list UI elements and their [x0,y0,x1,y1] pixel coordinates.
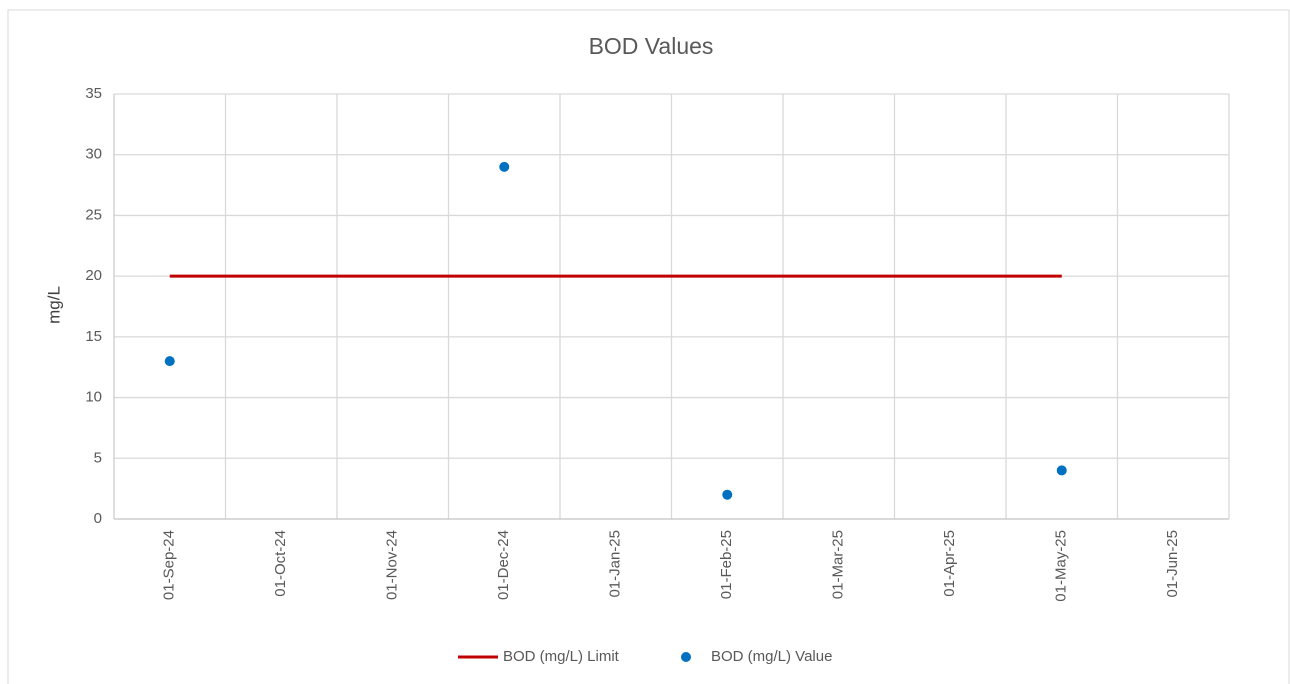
y-tick-label: 10 [85,389,102,406]
chart-title: BOD Values [589,33,714,59]
y-tick-label: 30 [85,146,102,163]
y-tick-label: 35 [85,85,102,102]
legend-marker [681,652,691,662]
data-point [164,356,175,367]
y-axis-label: mg/L [44,286,63,324]
data-point [1056,465,1067,476]
legend-label: BOD (mg/L) Value [711,648,832,665]
x-tick-label: 01-Dec-24 [495,530,512,600]
y-tick-label: 5 [94,449,102,466]
y-tick-label: 0 [94,510,102,527]
x-tick-label: 01-Jun-25 [1164,530,1181,598]
legend-label: BOD (mg/L) Limit [503,648,620,665]
x-tick-label: 01-Mar-25 [830,530,847,599]
data-point [499,161,510,172]
x-tick-label: 01-Sep-24 [161,530,178,600]
x-tick-label: 01-Jan-25 [607,530,624,598]
x-tick-label: 01-Feb-25 [718,530,735,599]
y-tick-label: 20 [85,267,102,284]
y-tick-label: 15 [85,328,102,345]
chart-frame [7,9,1290,684]
x-tick-label: 01-May-25 [1053,530,1070,602]
data-point [722,489,733,500]
x-tick-label: 01-Nov-24 [384,530,401,600]
y-tick-label: 25 [85,206,102,223]
x-tick-label: 01-Apr-25 [941,530,958,597]
x-tick-label: 01-Oct-24 [272,530,289,597]
